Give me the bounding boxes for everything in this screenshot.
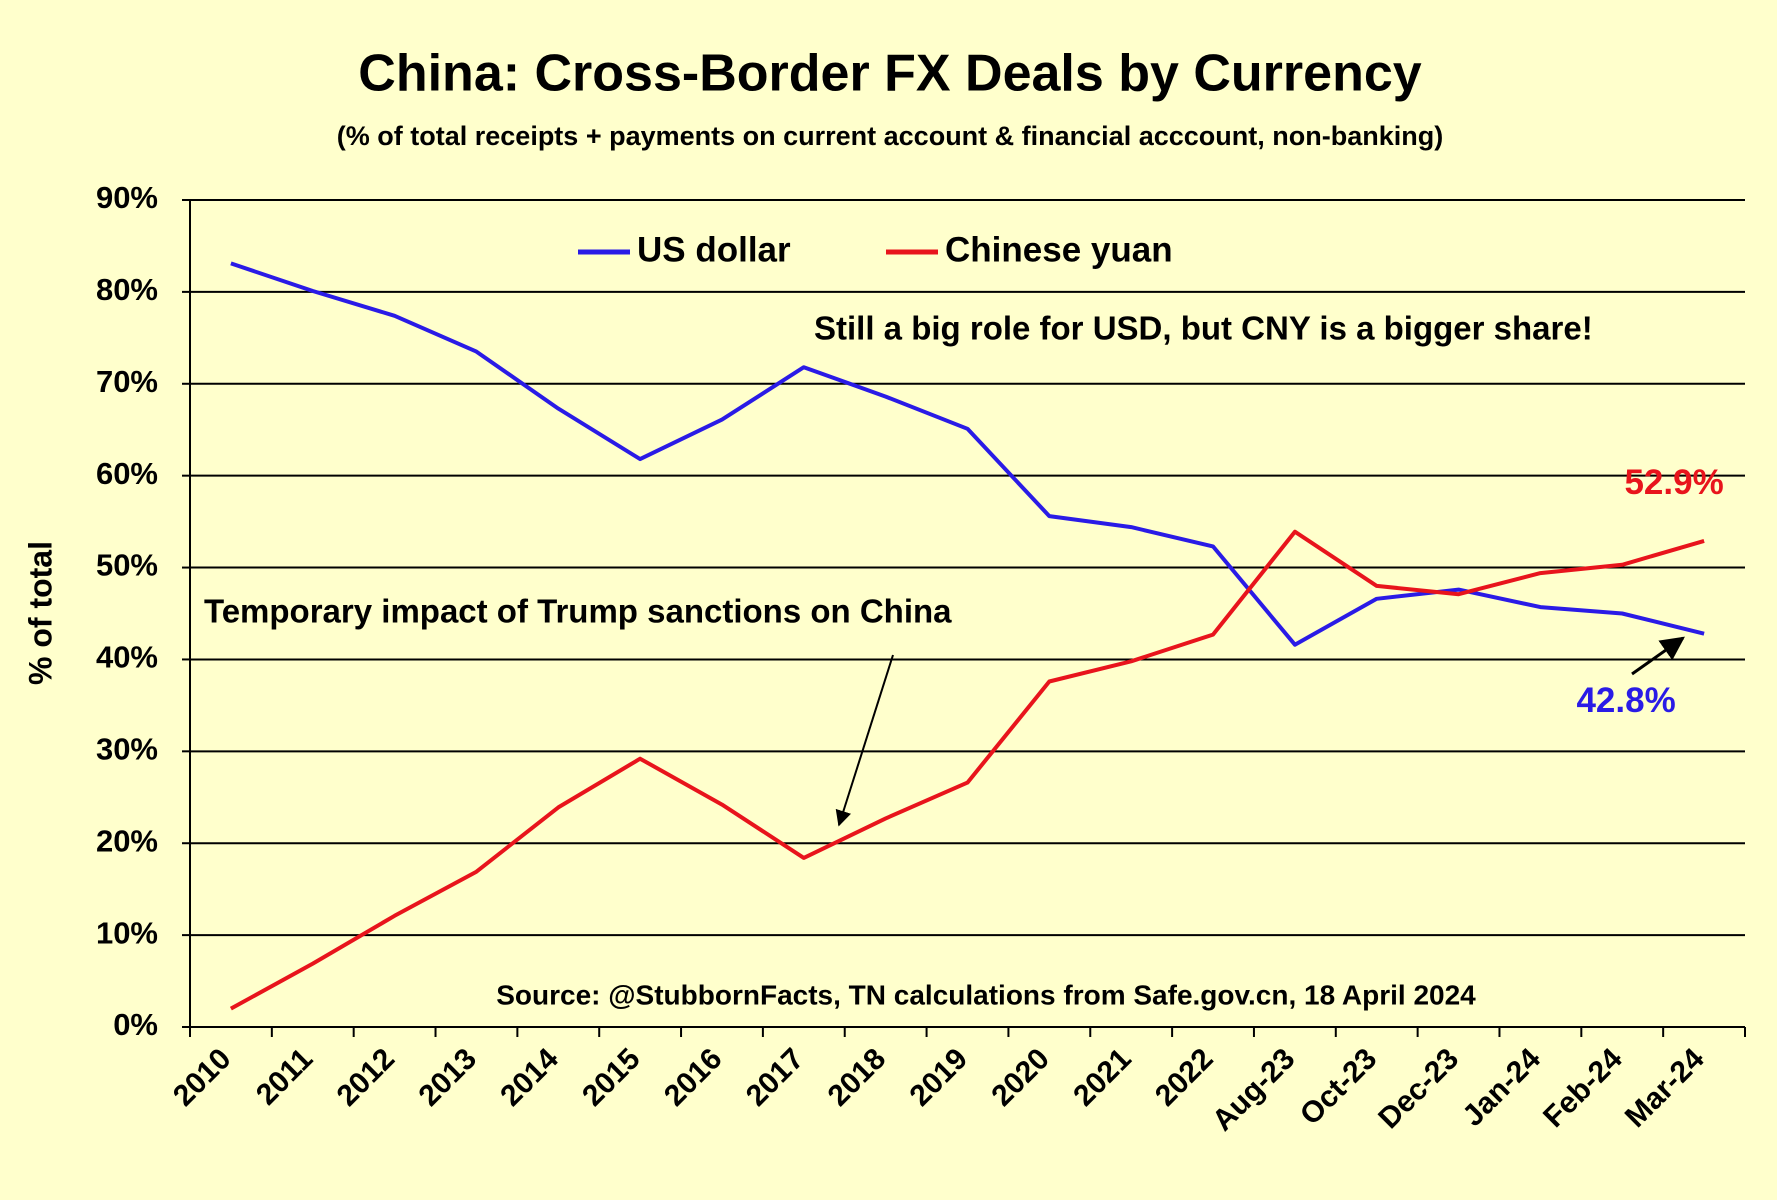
y-tick-label: 40% bbox=[96, 640, 158, 675]
legend-label: Chinese yuan bbox=[945, 230, 1173, 269]
chart-subtitle: (% of total receipts + payments on curre… bbox=[337, 121, 1443, 151]
legend-label: US dollar bbox=[637, 230, 791, 269]
y-tick-label: 30% bbox=[96, 732, 158, 767]
y-axis-title: % of total bbox=[22, 541, 58, 685]
value-label: 42.8% bbox=[1576, 681, 1675, 720]
annotation: Temporary impact of Trump sanctions on C… bbox=[204, 593, 952, 630]
value-label: 52.9% bbox=[1624, 463, 1723, 502]
annotation: Still a big role for USD, but CNY is a b… bbox=[814, 310, 1593, 347]
y-tick-label: 20% bbox=[96, 823, 158, 858]
y-tick-label: 60% bbox=[96, 456, 158, 491]
y-tick-label: 90% bbox=[96, 180, 158, 215]
chart-title: China: Cross-Border FX Deals by Currency bbox=[358, 45, 1421, 103]
annotation-arrow bbox=[1631, 636, 1685, 676]
y-tick-label: 10% bbox=[96, 915, 158, 950]
y-tick-label: 0% bbox=[113, 1007, 158, 1042]
source-note: Source: @StubbornFacts, TN calculations … bbox=[496, 979, 1476, 1010]
annotation-arrow bbox=[835, 654, 894, 827]
y-tick-label: 50% bbox=[96, 548, 158, 583]
series-line bbox=[230, 261, 1705, 647]
y-tick-label: 80% bbox=[96, 272, 158, 307]
series-line bbox=[229, 529, 1705, 1011]
y-tick-label: 70% bbox=[96, 364, 158, 399]
